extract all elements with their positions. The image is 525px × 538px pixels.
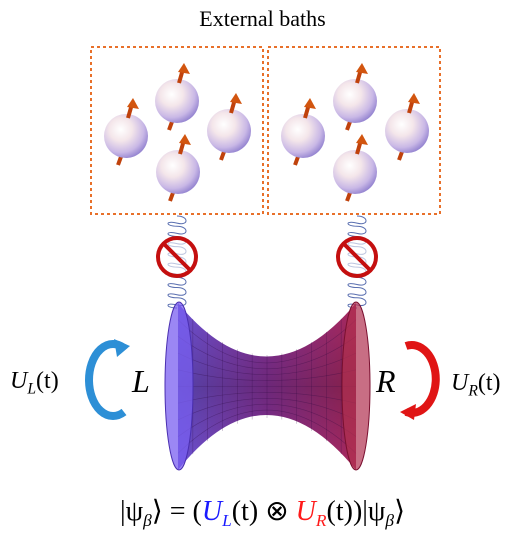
spin-particle-icon — [333, 134, 377, 202]
left-region-label: L — [132, 363, 150, 399]
rotation-arrow-right — [400, 341, 440, 420]
diagram-title: External baths — [199, 6, 326, 31]
bath-right — [267, 46, 441, 215]
rotation-arrow-left — [85, 339, 130, 420]
eq-UL: U — [201, 496, 223, 527]
bath-left — [90, 46, 264, 215]
spin-particle-icon — [104, 98, 148, 166]
no-coupling-icon-left — [156, 236, 198, 278]
state-equation: |ψβ⟩ = (UL(t) ⊗ UR(t))|ψβ⟩ — [120, 496, 405, 531]
spin-particle-icon — [155, 63, 199, 131]
spin-particle-icon — [156, 134, 200, 202]
left-operator-label: UL(t) — [10, 368, 59, 398]
spin-particle-icon — [207, 93, 251, 161]
spin-particle-icon — [333, 63, 377, 131]
wormhole — [164, 301, 371, 471]
spin-particle-icon — [385, 93, 429, 161]
no-coupling-icon-right — [336, 236, 378, 278]
right-operator-label: UR(t) — [451, 370, 501, 400]
eq-UR: U — [295, 496, 316, 527]
right-region-label: R — [376, 363, 396, 399]
spin-particle-icon — [281, 98, 325, 166]
